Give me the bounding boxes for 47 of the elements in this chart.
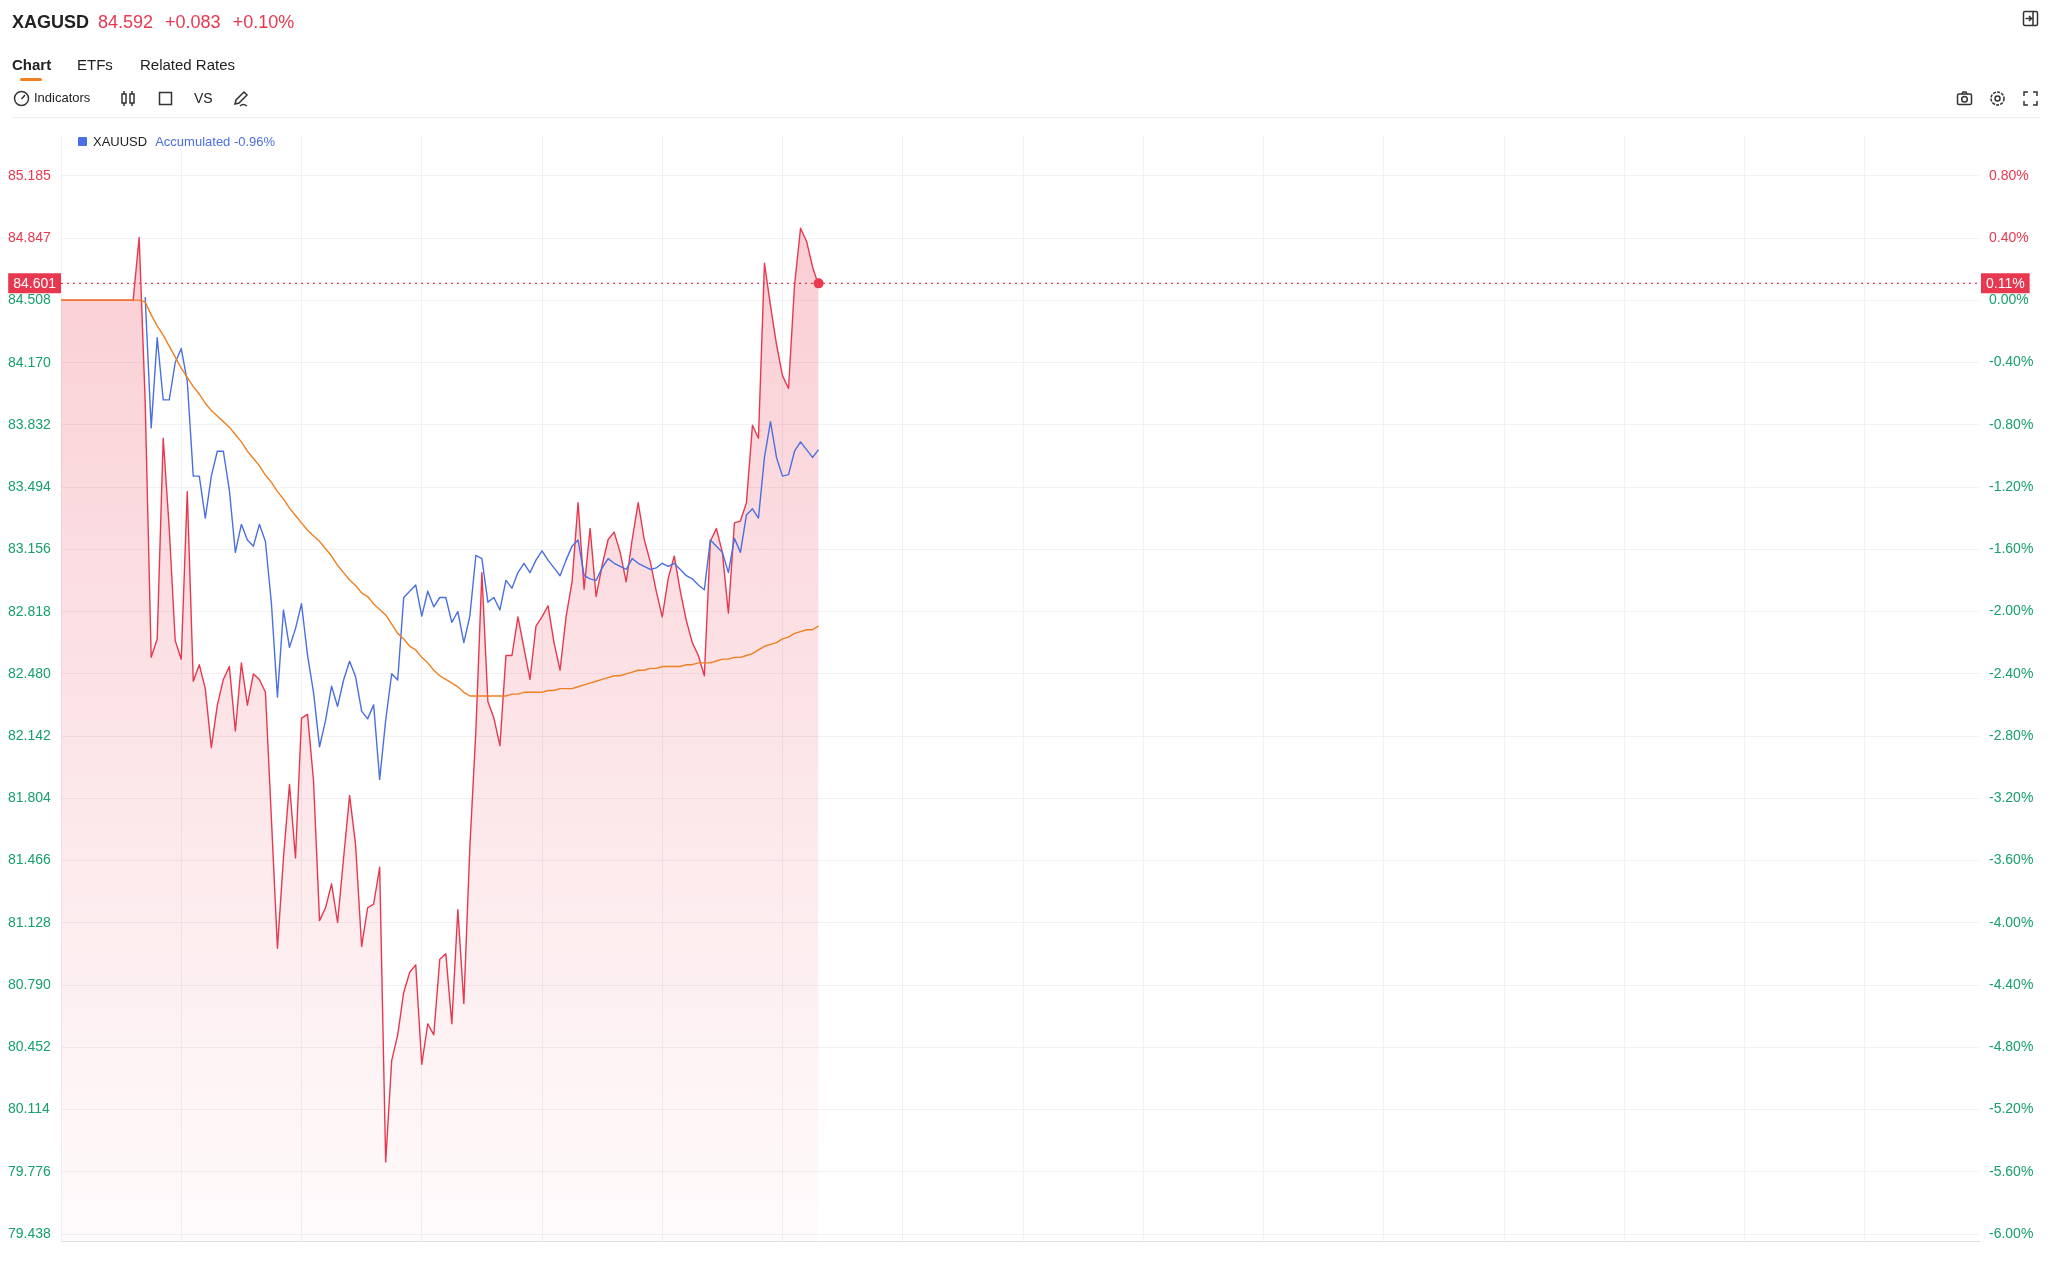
y-tick-label: 80.790: [8, 975, 52, 992]
text: ETFs: [77, 56, 113, 73]
y-tick-label: 84.508: [8, 291, 52, 308]
legend-label: XAUUSD: [93, 134, 148, 149]
y-tick-label: 83.494: [8, 478, 52, 495]
y2-tick-label: -2.80%: [1989, 726, 2034, 743]
y2-tick-label: 0.40%: [1989, 228, 2029, 245]
y2-tick-label: -4.40%: [1989, 975, 2034, 992]
y2-tick-label: -5.60%: [1989, 1162, 2034, 1179]
y2-tick-label: 0.80%: [1989, 166, 2029, 183]
y2-tick-label: -4.80%: [1989, 1038, 2034, 1055]
annotation: Accumulated -0.96%: [155, 134, 276, 149]
y-tick-label: 80.452: [8, 1038, 52, 1055]
y2-tick-label: -3.20%: [1989, 789, 2034, 806]
y2-tick-label: 0.00%: [1989, 291, 2029, 308]
chart-subtitle: 84.592 +0.083 +0.10%: [98, 12, 295, 33]
y-tick-label: 82.480: [8, 664, 52, 681]
y-tick-label: 85.185: [8, 166, 52, 183]
y2-tick-label: -4.00%: [1989, 913, 2034, 930]
y2-tick-label: -5.20%: [1989, 1100, 2034, 1117]
y2-tick-label: -0.80%: [1989, 415, 2034, 432]
y2-tick-label: -2.00%: [1989, 602, 2034, 619]
y2-tick-label: -1.20%: [1989, 477, 2034, 494]
y-tick-label: 79.438: [8, 1224, 52, 1241]
y-tick-label: 80.114: [8, 1100, 50, 1117]
text: Related Rates: [140, 56, 236, 73]
text: 0.11%: [1986, 275, 2025, 292]
text: Chart: [12, 56, 52, 73]
y-tick-label: 82.142: [8, 727, 52, 743]
y2-tick-label: -2.40%: [1989, 664, 2034, 681]
text: VS: [194, 90, 213, 106]
ref-line-label: 84.601: [13, 275, 57, 292]
y-tick-label: 84.847: [8, 228, 52, 245]
text: Indicators: [34, 90, 91, 105]
y-tick-label: 84.170: [8, 353, 52, 370]
y2-tick-label: -6.00%: [1989, 1224, 2034, 1241]
y2-tick-label: -0.40%: [1989, 353, 2034, 370]
y-tick-label: 83.832: [8, 415, 52, 432]
chart-title: XAGUSD: [12, 12, 90, 33]
y-tick-label: 83.156: [8, 540, 52, 557]
y2-tick-label: -3.60%: [1989, 851, 2034, 868]
y-tick-label: 79.776: [8, 1162, 52, 1179]
y2-tick-label: -1.60%: [1989, 540, 2034, 557]
y-tick-label: 82.818: [8, 602, 52, 619]
y-tick-label: 81.128: [8, 913, 52, 930]
y-tick-label: 81.804: [8, 789, 52, 806]
y-tick-label: 81.466: [8, 851, 52, 868]
